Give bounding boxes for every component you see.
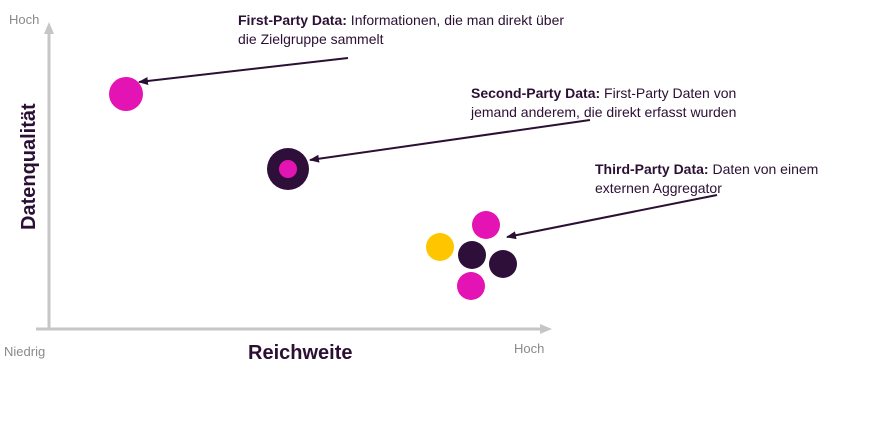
y-axis-title: Datenqualität [18, 103, 40, 230]
second-party-dot-inner [279, 160, 297, 178]
third-party-annotation: Third-Party Data: Daten von einem extern… [595, 160, 875, 198]
first-party-annotation: First-Party Data: Informationen, die man… [238, 11, 598, 49]
third-party-dot-bottom [457, 272, 485, 300]
first-party-desc-line2: die Zielgruppe sammelt [238, 31, 384, 47]
second-party-arrow [309, 119, 591, 163]
first-party-dot [109, 77, 143, 111]
second-party-annotation: Second-Party Data: First-Party Daten von… [471, 84, 801, 122]
third-party-dot-right [489, 250, 517, 278]
first-party-title: First-Party Data: [238, 12, 347, 28]
third-party-desc-line1: Daten von einem [708, 161, 819, 177]
first-party-desc-line1: Informationen, die man direkt über [346, 12, 565, 28]
x-axis-high-label: Hoch [514, 341, 544, 356]
third-party-arrow [506, 194, 718, 240]
third-party-dot-yellow [426, 233, 454, 261]
x-axis-low-label: Niedrig [4, 344, 45, 359]
third-party-title: Third-Party Data: [595, 161, 709, 177]
third-party-dot-center [458, 241, 486, 269]
second-party-desc-line1: First-Party Daten von [600, 85, 737, 101]
x-axis-title: Reichweite [248, 342, 352, 364]
second-party-desc-line2: jemand anderem, die direkt erfasst wurde… [471, 104, 737, 120]
third-party-desc-line2: externen Aggregator [595, 180, 722, 196]
first-party-arrow [138, 57, 349, 85]
third-party-cluster [426, 211, 517, 300]
second-party-title: Second-Party Data: [471, 85, 601, 101]
third-party-dot-top [472, 211, 500, 239]
y-axis-high-label: Hoch [9, 12, 39, 27]
